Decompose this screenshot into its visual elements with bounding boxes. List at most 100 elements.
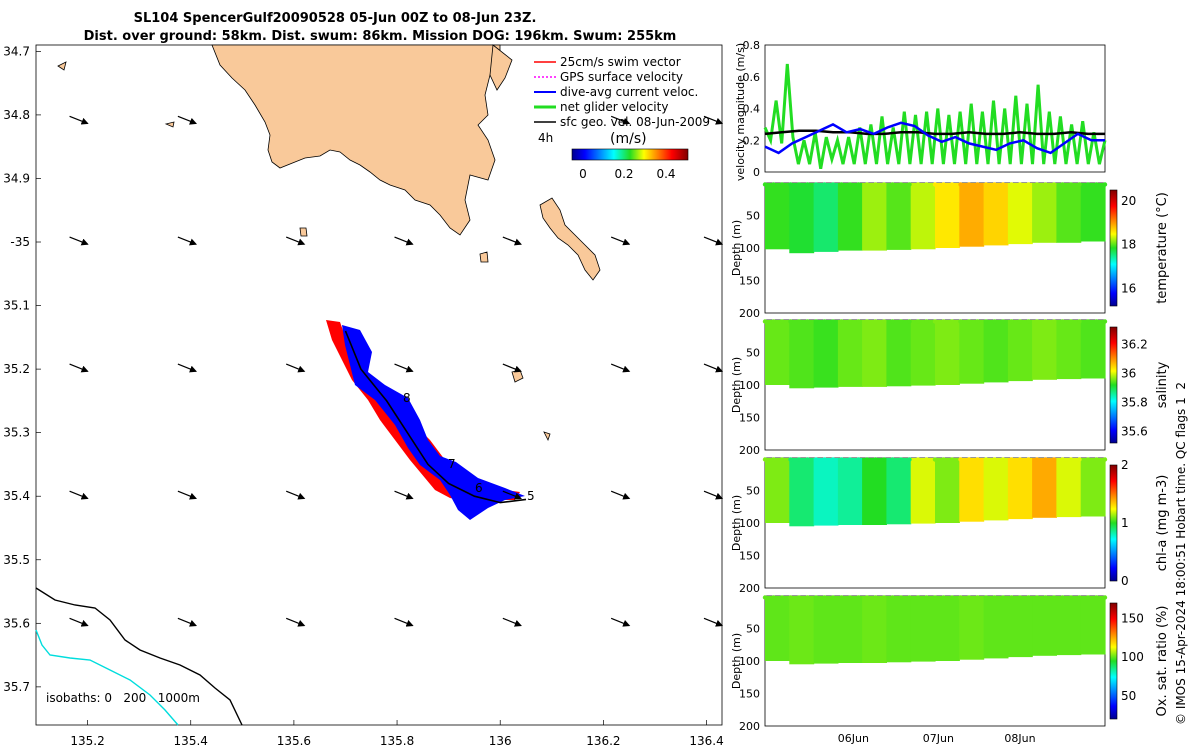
section-y-tick-label: 150	[739, 275, 760, 288]
section-surface-sample	[949, 457, 955, 462]
section-surface-sample	[1026, 319, 1031, 324]
section-y-tick-label: 50	[746, 623, 760, 636]
section-surface-sample	[1009, 319, 1014, 324]
colorbar-label: temperature (°C)	[1155, 192, 1170, 304]
section-cell	[1007, 458, 1033, 520]
section-surface-sample	[992, 319, 997, 324]
section-surface-sample	[1000, 182, 1006, 187]
section-surface-sample	[796, 457, 802, 462]
section-surface-sample	[873, 457, 878, 462]
section-surface-sample	[779, 457, 785, 462]
section-surface-sample	[1077, 182, 1082, 187]
section-surface-sample	[1034, 182, 1040, 187]
geo-vector-arrow	[703, 490, 724, 500]
section-surface-sample	[864, 457, 870, 462]
series-net-glider-velocity	[763, 63, 1107, 170]
section-cell	[813, 320, 839, 388]
footer-note: © IMOS 15-Apr-2024 18:00:51 Hobart time.…	[1174, 382, 1188, 725]
section-cell	[1056, 596, 1082, 656]
geo-vector-arrow	[69, 363, 89, 373]
section-ylabel: Depth (m)	[730, 495, 743, 551]
track-day-8: 8	[403, 391, 411, 405]
section-surface-sample	[1000, 595, 1006, 600]
section-surface-sample	[1094, 595, 1099, 600]
geo-vector-arrow	[69, 490, 89, 500]
geo-vector-arrow	[610, 115, 631, 125]
section-surface-sample	[1026, 595, 1031, 600]
section-surface-sample	[958, 457, 963, 462]
current-vector-swath	[342, 325, 525, 520]
section-surface-sample	[881, 457, 887, 462]
section-y-tick-label: 150	[739, 412, 760, 425]
section-cell	[959, 596, 985, 660]
section-surface-sample	[983, 182, 989, 187]
geo-vector-arrow	[703, 617, 724, 627]
geo-vector-arrow	[69, 115, 89, 125]
section-surface-sample	[762, 595, 768, 600]
series-dive-avg-current	[764, 121, 1105, 155]
section-surface-sample	[924, 595, 929, 600]
section-surface-sample	[975, 595, 980, 600]
series-sfc-geo-velocity	[764, 129, 1105, 136]
section-surface-sample	[890, 457, 895, 462]
section-surface-sample	[1060, 457, 1065, 462]
section-cell	[765, 596, 790, 661]
map-y-tick-label: 35.5	[3, 553, 30, 567]
time-axis: 06Jun 07Jun 08Jun	[838, 732, 1036, 745]
map-y-tick-label: 35.4	[3, 489, 30, 503]
section-cell	[959, 183, 985, 247]
track-day-7: 7	[448, 457, 456, 471]
section-surface-sample	[771, 595, 776, 600]
velocity-panel: 0 0.2 0.4 0.6 0.8 velocity magnitude (m/s)	[734, 39, 1107, 181]
section-surface-sample	[907, 319, 912, 324]
section-surface-sample	[1068, 319, 1074, 324]
section-surface-sample	[881, 595, 887, 600]
section-surface-sample	[788, 457, 793, 462]
chart-title-line1: SL104 SpencerGulf20090528 05-Jun 00Z to …	[134, 11, 537, 26]
colorbar-label: Ox. sat. ratio (%)	[1155, 606, 1170, 717]
section-surface-sample	[1043, 457, 1048, 462]
section-cell	[837, 320, 863, 387]
section-surface-sample	[983, 319, 989, 324]
section-surface-sample	[1017, 595, 1023, 600]
section-surface-sample	[1034, 595, 1040, 600]
time-tick-label: 06Jun	[838, 732, 869, 745]
section-panel-2: 50 100 150 200 Depth (m) 0 1 2 chl-a (mg m-3)	[730, 457, 1170, 595]
section-surface-sample	[1094, 457, 1099, 462]
land-peninsula-east	[539, 197, 601, 281]
section-surface-sample	[796, 319, 802, 324]
colorbar-tick-0: 0	[579, 167, 587, 181]
section-surface-sample	[1094, 182, 1099, 187]
map-y-tick-label: 34.8	[3, 108, 30, 122]
section-surface-sample	[779, 319, 785, 324]
section-surface-sample	[1051, 182, 1057, 187]
section-surface-sample	[856, 182, 861, 187]
section-cell	[789, 320, 815, 389]
map-y-tick-label: 35.3	[3, 426, 30, 440]
section-cell	[886, 320, 912, 387]
section-surface-sample	[1085, 182, 1091, 187]
section-surface-sample	[890, 319, 895, 324]
section-surface-sample	[898, 595, 904, 600]
section-surface-sample	[788, 182, 793, 187]
section-cell	[765, 320, 790, 385]
colorbar-tick-label: 35.8	[1121, 395, 1148, 409]
velocity-y-tick-label: 0.4	[743, 103, 761, 116]
section-surface-sample	[881, 182, 887, 187]
island-small-3	[57, 61, 67, 71]
section-cell	[765, 458, 790, 523]
geo-vector-arrow	[394, 363, 414, 373]
section-surface-sample	[771, 319, 776, 324]
map-x-tick-label: 135.2	[70, 734, 104, 748]
section-cell	[789, 183, 815, 254]
section-surface-sample	[1102, 182, 1108, 187]
section-surface-sample	[1017, 457, 1023, 462]
map-y-tick-label: 35.2	[3, 362, 30, 376]
section-cell	[935, 458, 960, 523]
section-surface-sample	[847, 319, 853, 324]
time-tick-label: 07Jun	[923, 732, 954, 745]
section-surface-sample	[1051, 595, 1057, 600]
chart-title-line2: Dist. over ground: 58km. Dist. swum: 86k…	[84, 29, 677, 44]
section-colorbar	[1109, 326, 1118, 444]
